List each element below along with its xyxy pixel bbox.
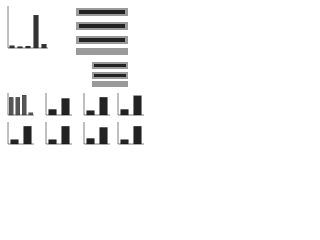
blots bbox=[76, 8, 128, 87]
bar bbox=[28, 112, 33, 116]
blot bbox=[76, 48, 128, 55]
bar bbox=[61, 126, 70, 145]
bar bbox=[23, 126, 32, 145]
blot-band bbox=[79, 24, 125, 28]
blot-band bbox=[79, 38, 125, 42]
bar bbox=[86, 110, 95, 116]
bar bbox=[48, 109, 57, 116]
bar bbox=[133, 95, 142, 116]
bar bbox=[48, 139, 57, 145]
blot bbox=[92, 81, 128, 87]
bar bbox=[133, 126, 142, 145]
bar bbox=[15, 97, 20, 116]
bar bbox=[22, 95, 27, 116]
bar bbox=[25, 45, 31, 49]
blot-band bbox=[94, 74, 126, 77]
bar bbox=[10, 139, 19, 145]
bar bbox=[41, 44, 47, 49]
bar bbox=[99, 127, 108, 145]
bar bbox=[33, 15, 39, 49]
bar bbox=[86, 138, 95, 145]
bar bbox=[99, 97, 108, 116]
bar bbox=[17, 46, 23, 49]
bar bbox=[120, 139, 129, 145]
bar bbox=[9, 45, 15, 49]
blot-band bbox=[94, 64, 126, 67]
bar bbox=[9, 97, 14, 116]
bar bbox=[61, 98, 70, 116]
blot-band bbox=[79, 10, 125, 14]
bar bbox=[120, 109, 129, 116]
figure bbox=[7, 6, 144, 145]
